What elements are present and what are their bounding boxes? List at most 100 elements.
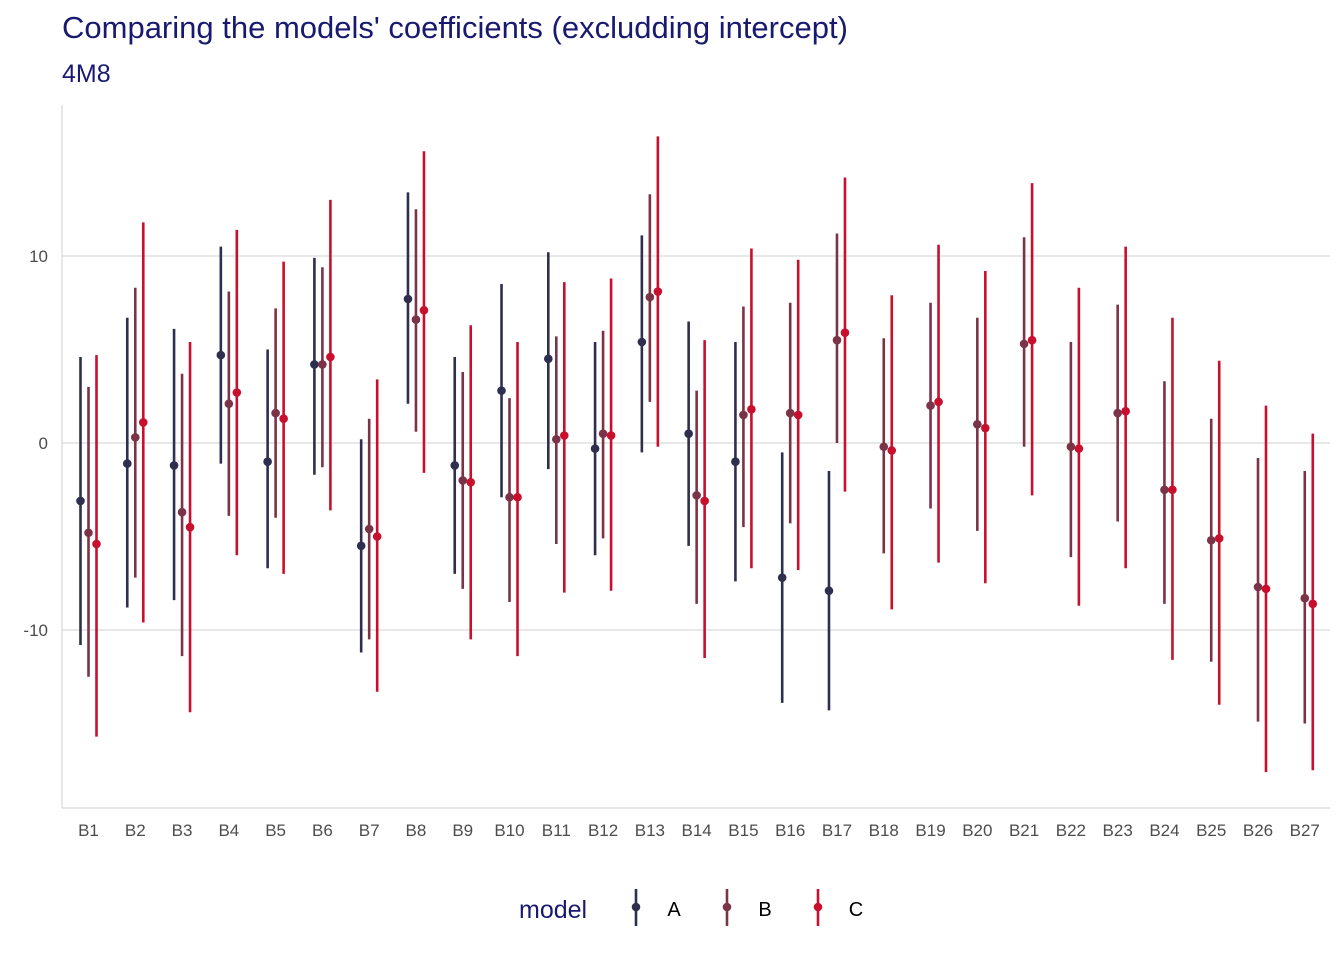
point-c-b1 (92, 539, 101, 549)
point-c-b12 (606, 431, 616, 440)
x-tick-label: B16 (775, 821, 805, 840)
point-a-b6 (310, 360, 319, 369)
point-c-b9 (466, 477, 476, 487)
legend-label-c: C (849, 899, 863, 921)
x-tick-label: B1 (78, 821, 99, 840)
point-a-b13 (637, 337, 647, 347)
y-tick-label: -10 (23, 621, 48, 640)
x-tick-label: B15 (728, 821, 758, 840)
legend-label-a: A (667, 899, 681, 921)
point-c-b22 (1074, 444, 1084, 453)
point-b-b12 (598, 429, 608, 438)
point-b-b8 (411, 315, 421, 324)
point-c-b11 (560, 431, 569, 440)
x-tick-label: B12 (588, 821, 618, 840)
legend-title: model (519, 896, 587, 924)
x-tick-label: B4 (218, 821, 239, 840)
x-tick-label: B8 (406, 821, 427, 840)
x-tick-label: B10 (494, 821, 524, 840)
y-tick-label: 10 (29, 247, 48, 266)
x-tick-label: B6 (312, 821, 333, 840)
x-tick-label: B25 (1196, 821, 1226, 840)
point-b-b24 (1160, 485, 1169, 495)
point-b-b10 (505, 492, 514, 502)
x-tick-label: B20 (962, 821, 992, 840)
point-c-b24 (1168, 485, 1177, 495)
point-c-b19 (934, 397, 943, 407)
x-tick-label: B19 (915, 821, 945, 840)
x-tick-label: B7 (359, 821, 380, 840)
point-c-b27 (1308, 599, 1318, 609)
point-a-b14 (684, 429, 693, 438)
x-tick-label: B3 (172, 821, 193, 840)
point-c-b7 (372, 532, 382, 541)
point-c-b20 (981, 423, 990, 433)
point-a-b1 (76, 496, 85, 506)
point-a-b9 (450, 461, 460, 470)
point-b-b6 (318, 360, 327, 369)
point-c-b14 (700, 496, 709, 506)
x-tick-label: B11 (542, 821, 571, 840)
chart-title: Comparing the models' coefficients (excl… (62, 10, 848, 45)
point-b-b16 (785, 408, 795, 418)
point-b-b1 (84, 528, 93, 538)
point-b-b23 (1113, 408, 1122, 418)
point-b-b4 (224, 399, 234, 409)
point-c-b17 (840, 328, 850, 337)
point-b-b22 (1066, 442, 1076, 452)
y-tick-labels: -10 0 10 (23, 247, 48, 640)
point-c-b3 (185, 522, 195, 532)
x-tick-label: B2 (125, 821, 146, 840)
point-c-b21 (1027, 335, 1037, 345)
point-b-b13 (645, 292, 655, 302)
point-b-b14 (692, 491, 701, 500)
point-b-b19 (926, 401, 935, 410)
point-a-b7 (356, 541, 366, 551)
point-c-b26 (1261, 584, 1271, 594)
point-a-b11 (544, 354, 553, 364)
point-c-b25 (1214, 534, 1224, 543)
chart-subtitle: 4M8 (62, 60, 111, 88)
point-c-b6 (326, 352, 335, 362)
point-b-b17 (832, 335, 842, 345)
point-c-b8 (419, 305, 429, 315)
point-c-b13 (653, 287, 663, 296)
legend-label-b: B (758, 899, 771, 921)
point-a-b4 (216, 350, 226, 360)
point-c-b15 (747, 405, 756, 414)
x-tick-label: B14 (682, 821, 712, 840)
point-b-b21 (1019, 339, 1029, 349)
legend-key-point-a (631, 902, 641, 912)
point-c-b10 (513, 492, 522, 502)
x-tick-label: B21 (1009, 821, 1039, 840)
point-b-b2 (130, 433, 140, 442)
point-a-b17 (824, 586, 834, 596)
x-tick-label: B24 (1149, 821, 1179, 840)
x-tick-label: B22 (1056, 821, 1086, 840)
point-c-b18 (887, 446, 897, 455)
point-a-b10 (497, 386, 506, 395)
point-b-b26 (1253, 582, 1263, 592)
point-a-b15 (731, 457, 740, 467)
point-b-b25 (1206, 535, 1216, 545)
legend-key-point-b (722, 902, 732, 912)
x-tick-label: B5 (265, 821, 286, 840)
point-b-b7 (364, 524, 374, 534)
x-tick-label: B27 (1290, 821, 1320, 840)
point-c-b2 (138, 418, 148, 427)
point-c-b23 (1121, 406, 1130, 416)
data-marks (76, 136, 1318, 773)
x-tick-labels: B1 B2 B3 B4 B5 B6 B7 B8 B9 B10 B11 B12 B13 B14 B15 B16 B… (78, 821, 1320, 840)
x-tick-label: B23 (1103, 821, 1133, 840)
point-b-b3 (177, 507, 187, 517)
x-tick-label: B13 (635, 821, 665, 840)
point-b-b18 (879, 442, 889, 452)
legend-key-point-c (813, 902, 823, 912)
point-b-b11 (552, 434, 561, 444)
point-c-b16 (793, 410, 803, 420)
legend: model A B C (519, 889, 863, 926)
point-b-b5 (271, 408, 280, 418)
point-b-b9 (458, 476, 468, 485)
point-c-b5 (279, 414, 288, 423)
